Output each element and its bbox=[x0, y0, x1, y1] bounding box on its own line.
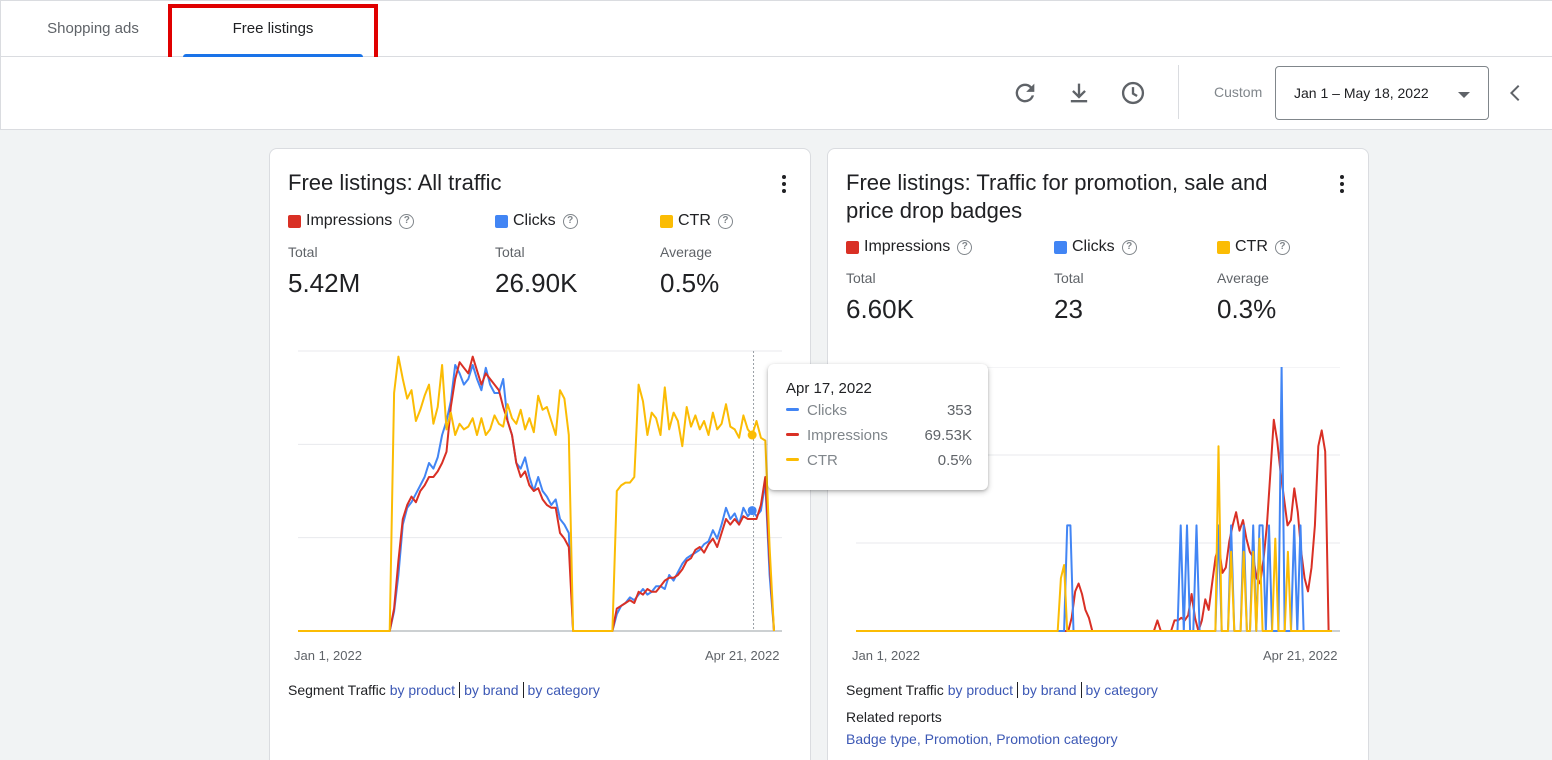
x-axis-start-label: Jan 1, 2022 bbox=[294, 648, 362, 663]
history-icon[interactable] bbox=[1119, 79, 1147, 107]
x-axis-end-label: Apr 21, 2022 bbox=[705, 648, 780, 663]
metric-sub-label: Average bbox=[1217, 270, 1269, 286]
ctr-swatch bbox=[1217, 240, 1230, 254]
impressions-legend-dash bbox=[786, 433, 799, 436]
metric-name: Impressions bbox=[864, 238, 951, 255]
by-brand-link[interactable]: by brand bbox=[464, 682, 519, 698]
metric-value: 6.60K bbox=[846, 294, 914, 324]
promotion-traffic-chart[interactable] bbox=[856, 367, 1346, 639]
segment-label: Segment Traffic bbox=[846, 682, 944, 698]
tooltip-row-label: Impressions bbox=[807, 427, 888, 444]
by-product-link[interactable]: by product bbox=[947, 682, 1014, 698]
tooltip-row-label: CTR bbox=[807, 452, 838, 469]
metric-sub-label: Total bbox=[288, 244, 318, 260]
metric-impressions[interactable]: Impressions? Total 5.42M bbox=[288, 212, 415, 299]
hover-point-clicks bbox=[747, 506, 757, 516]
ctr-legend-dash bbox=[786, 458, 799, 461]
date-range-select[interactable]: Jan 1 – May 18, 2022 bbox=[1275, 66, 1489, 120]
metric-sub-label: Average bbox=[660, 244, 712, 260]
tab-free-listings[interactable]: Free listings bbox=[183, 1, 363, 57]
date-range-value: Jan 1 – May 18, 2022 bbox=[1294, 85, 1429, 101]
by-category-link[interactable]: by category bbox=[1085, 682, 1158, 698]
help-icon[interactable]: ? bbox=[562, 213, 578, 229]
dropdown-caret-icon bbox=[1458, 92, 1470, 98]
metric-clicks[interactable]: Clicks? Total 23 bbox=[1054, 238, 1137, 325]
card-title: Free listings: All traffic bbox=[288, 170, 502, 195]
tooltip-date: Apr 17, 2022 bbox=[786, 380, 872, 397]
segment-label: Segment Traffic bbox=[288, 682, 386, 698]
segment-traffic: Segment Traffic by product by brand by cat… bbox=[846, 682, 1158, 698]
series-line-impressions bbox=[298, 355, 775, 632]
metric-sub-label: Total bbox=[1054, 270, 1084, 286]
more-options-icon[interactable] bbox=[774, 173, 794, 197]
metric-value: 23 bbox=[1054, 294, 1083, 324]
metric-impressions[interactable]: Impressions? Total 6.60K bbox=[846, 238, 973, 325]
help-icon[interactable]: ? bbox=[399, 213, 415, 229]
ctr-swatch bbox=[660, 214, 673, 228]
card-all-traffic: Free listings: All traffic Impressions? … bbox=[269, 148, 811, 760]
impressions-swatch bbox=[846, 240, 859, 254]
tooltip-row-value: 69.53K bbox=[924, 427, 972, 444]
help-icon[interactable]: ? bbox=[1274, 239, 1290, 255]
segment-traffic: Segment Traffic by product by brand by cat… bbox=[288, 682, 600, 698]
x-axis-end-label: Apr 21, 2022 bbox=[1263, 648, 1338, 663]
tooltip-row-value: 0.5% bbox=[937, 452, 972, 469]
metric-ctr[interactable]: CTR? Average 0.5% bbox=[660, 212, 733, 299]
clicks-legend-dash bbox=[786, 408, 799, 411]
metric-name: CTR bbox=[678, 212, 711, 229]
tab-shopping-ads[interactable]: Shopping ads bbox=[47, 20, 139, 37]
clicks-swatch bbox=[1054, 240, 1067, 254]
card-promotion-traffic: Free listings: Traffic for promotion, sa… bbox=[827, 148, 1369, 760]
metric-name: Impressions bbox=[306, 212, 393, 229]
x-axis-start-label: Jan 1, 2022 bbox=[852, 648, 920, 663]
tooltip-row-clicks: Clicks 353 bbox=[786, 402, 972, 422]
impressions-swatch bbox=[288, 214, 301, 228]
hover-point-ctr bbox=[747, 430, 757, 440]
card-title: Free listings: Traffic for promotion, sa… bbox=[846, 170, 1268, 223]
metric-name: Clicks bbox=[1072, 238, 1115, 255]
tab-free-listings-label: Free listings bbox=[232, 20, 314, 37]
tooltip-row-impressions: Impressions 69.53K bbox=[786, 427, 972, 447]
active-tab-underline bbox=[183, 54, 363, 57]
metric-name: CTR bbox=[1235, 238, 1268, 255]
help-icon[interactable]: ? bbox=[957, 239, 973, 255]
all-traffic-chart[interactable] bbox=[298, 339, 788, 639]
series-line-ctr bbox=[298, 355, 775, 632]
toolbar: Custom Jan 1 – May 18, 2022 bbox=[0, 57, 1552, 130]
help-icon[interactable]: ? bbox=[1121, 239, 1137, 255]
metric-clicks[interactable]: Clicks? Total 26.90K bbox=[495, 212, 578, 299]
related-reports-title: Related reports bbox=[846, 709, 942, 725]
help-icon[interactable]: ? bbox=[717, 213, 733, 229]
date-range-type-label: Custom bbox=[1214, 84, 1263, 100]
by-product-link[interactable]: by product bbox=[389, 682, 456, 698]
metric-value: 0.3% bbox=[1217, 294, 1277, 324]
toolbar-divider bbox=[1178, 65, 1179, 119]
tooltip-row-ctr: CTR 0.5% bbox=[786, 452, 972, 472]
metric-value: 5.42M bbox=[288, 268, 361, 298]
metric-value: 26.90K bbox=[495, 268, 578, 298]
related-reports-links[interactable]: Badge type, Promotion, Promotion categor… bbox=[846, 731, 1118, 747]
metric-value: 0.5% bbox=[660, 268, 720, 298]
metric-name: Clicks bbox=[513, 212, 556, 229]
chart-tooltip: Apr 17, 2022 Clicks 353 Impressions 69.5… bbox=[768, 364, 988, 490]
refresh-icon[interactable] bbox=[1011, 79, 1039, 107]
metric-sub-label: Total bbox=[846, 270, 876, 286]
tooltip-row-label: Clicks bbox=[807, 402, 847, 419]
metric-sub-label: Total bbox=[495, 244, 525, 260]
more-options-icon[interactable] bbox=[1332, 173, 1352, 197]
series-line-clicks bbox=[298, 364, 775, 632]
metric-ctr[interactable]: CTR? Average 0.3% bbox=[1217, 238, 1290, 325]
series-line-ctr bbox=[856, 445, 1332, 632]
clicks-swatch bbox=[495, 214, 508, 228]
report-tabs: Shopping ads Free listings bbox=[0, 0, 1552, 57]
tooltip-row-value: 353 bbox=[946, 402, 972, 419]
download-icon[interactable] bbox=[1065, 79, 1093, 107]
by-category-link[interactable]: by category bbox=[527, 682, 600, 698]
by-brand-link[interactable]: by brand bbox=[1022, 682, 1077, 698]
chevron-left-icon[interactable] bbox=[1504, 81, 1528, 105]
